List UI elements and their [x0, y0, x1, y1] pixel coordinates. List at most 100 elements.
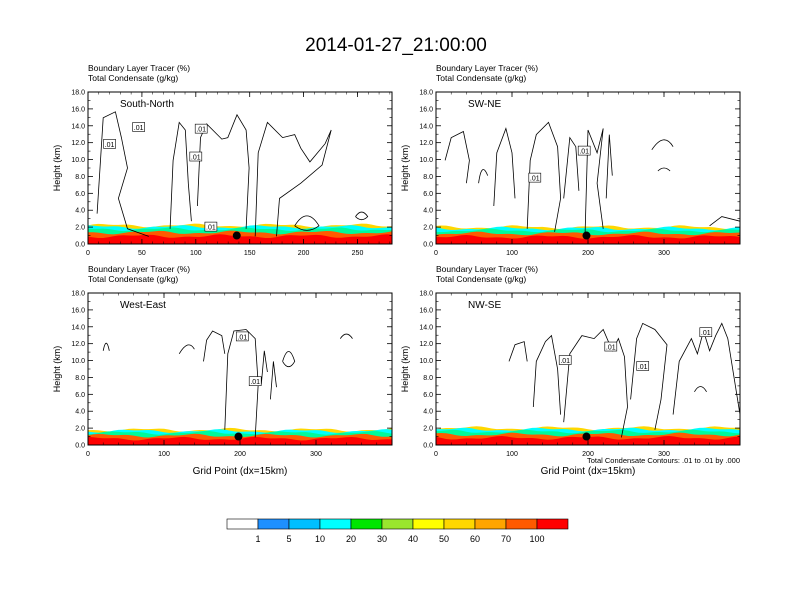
y-tick-label: 14.0 [419, 123, 433, 130]
location-marker [582, 432, 591, 441]
svg-text:.01: .01 [701, 330, 711, 337]
condensate-contour [270, 361, 277, 400]
colorbar-label: 60 [470, 534, 480, 544]
y-tick-label: 6.0 [423, 191, 433, 198]
colorbar-label: 1 [255, 534, 260, 544]
y-tick-label: 12.0 [419, 140, 433, 147]
panel-name: NW-SE [468, 300, 501, 311]
y-tick-label: 6.0 [423, 392, 433, 399]
svg-text:.01: .01 [579, 149, 589, 156]
contour-label: .01 [103, 139, 116, 149]
plot-frame [435, 292, 741, 446]
y-tick-label: 0.0 [75, 242, 85, 249]
x-tick-label: 0 [434, 250, 438, 257]
condensate-contour [709, 216, 741, 227]
x-tick-label: 150 [244, 250, 256, 257]
contour-label: .01 [558, 355, 572, 365]
colorbar-label: 20 [346, 534, 356, 544]
y-tick-label: 14.0 [71, 123, 85, 130]
x-tick-label: 0 [86, 451, 90, 458]
y-tick-label: 8.0 [75, 174, 85, 181]
colorbar-swatch [474, 518, 507, 530]
contour-label: .01 [636, 361, 650, 371]
y-tick-label: 8.0 [423, 375, 433, 382]
y-tick-label: 12.0 [71, 140, 85, 147]
contour-label: .01 [604, 341, 618, 352]
condensate-contour [203, 330, 226, 362]
subtitle-condensate: Total Condensate (g/kg) [436, 274, 526, 284]
y-tick-label: 14.0 [71, 324, 85, 331]
x-axis-label: Grid Point (dx=15km) [541, 466, 636, 477]
y-axis-label: Height (km) [52, 346, 62, 393]
panel-name: SW-NE [468, 99, 501, 110]
colorbar-swatch [288, 518, 321, 530]
subtitle-condensate: Total Condensate (g/kg) [88, 274, 178, 284]
y-tick-label: 16.0 [419, 106, 433, 113]
x-tick-label: 200 [582, 250, 594, 257]
footnote: Total Condensate Contours: .01 to .01 by… [587, 456, 740, 465]
svg-text:.01: .01 [606, 345, 616, 352]
y-tick-label: 12.0 [71, 341, 85, 348]
svg-text:.01: .01 [530, 176, 540, 183]
x-tick-label: 0 [434, 451, 438, 458]
contour-label: .01 [528, 172, 542, 183]
x-tick-label: 100 [158, 451, 170, 458]
x-axis-label: Grid Point (dx=15km) [193, 466, 288, 477]
x-tick-label: 0 [86, 250, 90, 257]
location-marker [234, 432, 243, 441]
y-axis-label: Height (km) [400, 346, 410, 393]
colorbar-swatch [412, 518, 445, 530]
contour-label: .01 [194, 123, 208, 134]
panel-south-north: Boundary Layer Tracer (%)Total Condensat… [52, 63, 393, 257]
contour-label: .01 [189, 151, 203, 162]
y-tick-label: 18.0 [71, 90, 85, 97]
condensate-contour [282, 351, 296, 368]
condensate-contour [563, 136, 580, 199]
x-tick-label: 100 [506, 451, 518, 458]
y-tick-label: 16.0 [71, 307, 85, 314]
x-tick-label: 100 [190, 250, 202, 257]
x-tick-label: 50 [138, 250, 146, 257]
colorbar: 1 5 10 20 30 40 50 60 70 100 [226, 518, 569, 544]
condensate-contour [605, 134, 613, 199]
colorbar-swatch [381, 518, 414, 530]
colorbar-swatch [257, 518, 290, 530]
subtitle-condensate: Total Condensate (g/kg) [436, 73, 526, 83]
y-tick-label: 4.0 [75, 409, 85, 416]
condensate-contour [96, 111, 149, 237]
contour-label: .01 [248, 376, 262, 386]
plot-frame [87, 91, 393, 245]
colorbar-swatch [319, 518, 352, 530]
panel-west-east: Boundary Layer Tracer (%)Total Condensat… [52, 264, 393, 477]
condensate-contour [294, 215, 320, 231]
svg-text:.01: .01 [191, 155, 201, 162]
condensate-contour [563, 328, 628, 438]
x-tick-label: 300 [310, 451, 322, 458]
x-tick-label: 300 [658, 451, 670, 458]
y-tick-label: 12.0 [419, 341, 433, 348]
condensate-contour [102, 342, 110, 351]
y-tick-label: 18.0 [419, 90, 433, 97]
tracer-band-5 [88, 234, 392, 244]
subtitle-tracer: Boundary Layer Tracer (%) [436, 63, 538, 73]
y-tick-label: 0.0 [423, 242, 433, 249]
x-tick-label: 250 [352, 250, 364, 257]
condensate-contour [260, 350, 268, 385]
figure-title: 2014-01-27_21:00:00 [305, 35, 487, 56]
y-tick-label: 2.0 [75, 225, 85, 232]
colorbar-label: 70 [501, 534, 511, 544]
y-tick-label: 16.0 [419, 307, 433, 314]
svg-text:.01: .01 [196, 127, 206, 134]
colorbar-label: 40 [408, 534, 418, 544]
y-tick-label: 2.0 [423, 225, 433, 232]
colorbar-swatch [443, 518, 476, 530]
condensate-contour [694, 386, 707, 392]
contour-label: .01 [132, 122, 145, 132]
y-tick-label: 0.0 [423, 443, 433, 450]
condensate-contour [254, 121, 332, 237]
x-tick-label: 200 [582, 451, 594, 458]
condensate-contour [584, 128, 604, 237]
condensate-contour [355, 211, 369, 221]
location-marker [582, 231, 591, 240]
